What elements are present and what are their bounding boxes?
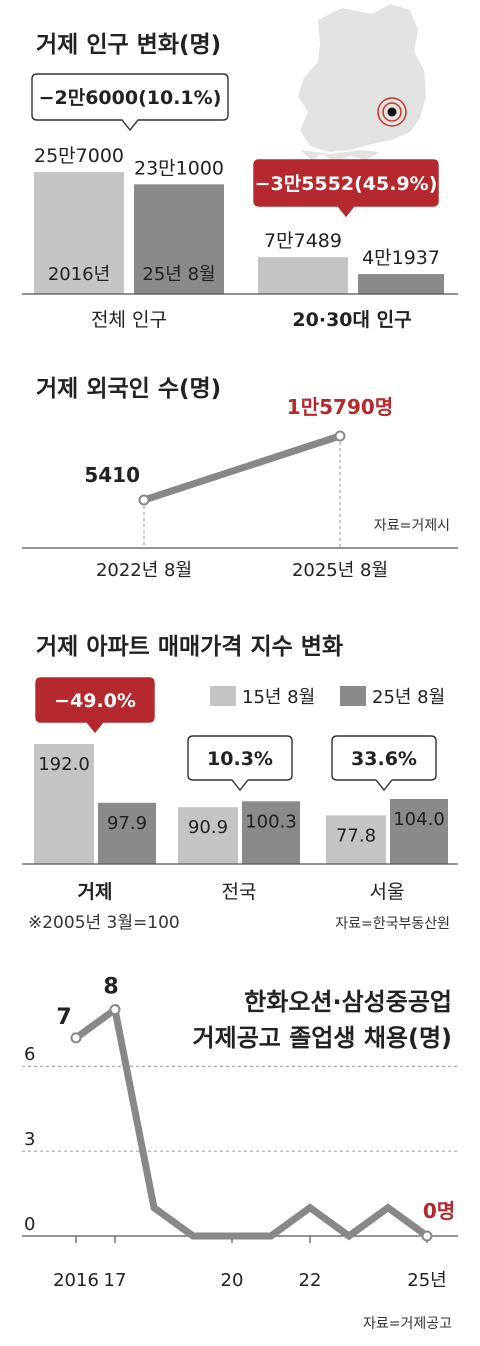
apt-callout-seoul-label: 33.6% — [351, 748, 417, 770]
apt-category-label-2: 서울 — [370, 881, 405, 903]
hiring-title-line-1: 한화오션·삼성중공업 — [244, 988, 452, 1016]
apt-bar-value-15-2: 77.8 — [336, 825, 376, 846]
apt-bar-15-2 — [326, 815, 386, 864]
foreigners-point-label-0: 5410 — [84, 463, 140, 487]
foreigners-point-0 — [138, 494, 150, 506]
hiring-y-tick-0: 0 — [24, 1214, 35, 1235]
hiring-x-tick-3: 22 — [299, 1270, 322, 1291]
population-bar-value-0-1: 23만1000 — [134, 157, 224, 179]
apt-bar-25-1 — [242, 801, 300, 864]
apt-callout-geoje-label: −49.0% — [54, 690, 136, 712]
apartment-index-title: 거제 아파트 매매가격 지수 변화 — [36, 634, 343, 660]
population-callout-youth-box — [253, 159, 439, 218]
legend-swatch-25 — [340, 686, 366, 706]
hiring-y-tick-1: 3 — [24, 1129, 35, 1150]
hiring-x-tick-4: 25년 — [407, 1270, 446, 1291]
foreigners-point-1 — [334, 430, 346, 442]
hiring-title-line-2: 거제공고 졸업생 채용(명) — [193, 1024, 452, 1052]
foreigners-point-label-1: 1만5790명 — [287, 395, 393, 419]
hiring-point-1 — [109, 1004, 121, 1016]
legend-label-25: 25년 8월 — [372, 687, 445, 708]
apt-bar-15-1 — [178, 807, 238, 864]
population-group-label-0: 전체 인구 — [91, 309, 167, 331]
hiring-point-label-9: 0명 — [423, 1199, 455, 1223]
apt-bar-15-0 — [34, 744, 94, 864]
apt-callout-geoje-box — [35, 677, 155, 734]
population-group-label-1: 20·30대 인구 — [292, 309, 411, 331]
foreigners-series-line — [140, 432, 344, 504]
hiring-point-9 — [421, 1230, 433, 1242]
apt-bar-value-25-0: 97.9 — [107, 813, 147, 834]
apt-callout-seoul-box — [331, 735, 437, 792]
foreigners-x-tick-0: 2022년 8월 — [96, 560, 192, 580]
hiring-point-label-1: 8 — [103, 975, 118, 1000]
population-bar-1-1 — [358, 274, 444, 294]
hiring-y-tick-2: 6 — [24, 1044, 35, 1065]
population-bar-period-0-0: 2016년 — [48, 264, 110, 285]
legend-label-15: 15년 8월 — [242, 687, 315, 708]
legend-swatch-15 — [210, 686, 236, 706]
foreigners-x-tick-1: 2025년 8월 — [292, 560, 388, 580]
apartment-index-source: 자료=한국부동산원 — [335, 916, 450, 932]
hiring-x-tick-2: 20 — [221, 1270, 244, 1291]
apt-category-label-0: 거제 — [78, 881, 113, 903]
apt-bar-25-0 — [98, 802, 156, 864]
population-chart: 거제 인구 변화(명) 25만7000 2016년 23만1000 25년 8월전체 … — [22, 4, 458, 331]
apt-bar-25-2 — [390, 799, 448, 864]
hiring-series-line — [72, 1003, 431, 1241]
apt-bar-value-25-2: 104.0 — [393, 809, 445, 830]
population-callout-total-box — [31, 73, 229, 132]
apt-callout-national-label: 10.3% — [207, 748, 273, 770]
hiring-chart: 한화오션·삼성중공업 거제공고 졸업생 채용(명) 0 3 6 2016 17 20 22 2… — [22, 975, 458, 1332]
apt-bar-value-25-1: 100.3 — [245, 811, 297, 832]
population-bar-0-0 — [34, 172, 124, 294]
population-bar-period-0-1: 25년 8월 — [142, 264, 215, 285]
hiring-point-0 — [70, 1032, 82, 1044]
hiring-x-tick-0: 2016 — [53, 1270, 99, 1291]
hiring-x-tick-1: 17 — [104, 1270, 127, 1291]
apt-callout-national-box — [187, 735, 293, 792]
korea-map-icon — [298, 4, 426, 162]
apartment-index-chart: 거제 아파트 매매가격 지수 변화 15년 8월 25년 8월 192.0 97.9… — [22, 634, 458, 933]
apartment-index-note: ※2005년 3월=100 — [28, 913, 180, 933]
population-bar-value-1-0: 7만7489 — [264, 230, 342, 252]
apt-bar-value-15-1: 90.9 — [188, 817, 228, 838]
population-bar-1-0 — [258, 257, 348, 294]
population-callout-youth-label: −3만5552(45.9%) — [255, 173, 438, 195]
location-marker-icon — [377, 97, 407, 127]
apt-category-label-1: 전국 — [222, 881, 257, 903]
foreigners-chart-title: 거제 외국인 수(명) — [36, 376, 221, 402]
foreigners-source: 자료=거제시 — [374, 518, 450, 534]
apt-bar-value-15-0: 192.0 — [38, 754, 90, 775]
hiring-source: 자료=거제공고 — [363, 1316, 452, 1332]
population-callout-total-label: −2만6000(10.1%) — [39, 87, 222, 109]
population-bar-0-1 — [134, 184, 224, 294]
population-chart-title: 거제 인구 변화(명) — [36, 32, 221, 58]
population-bar-value-1-1: 4만1937 — [362, 247, 440, 269]
hiring-point-label-0: 7 — [56, 1005, 71, 1030]
population-bar-value-0-0: 25만7000 — [34, 145, 124, 167]
